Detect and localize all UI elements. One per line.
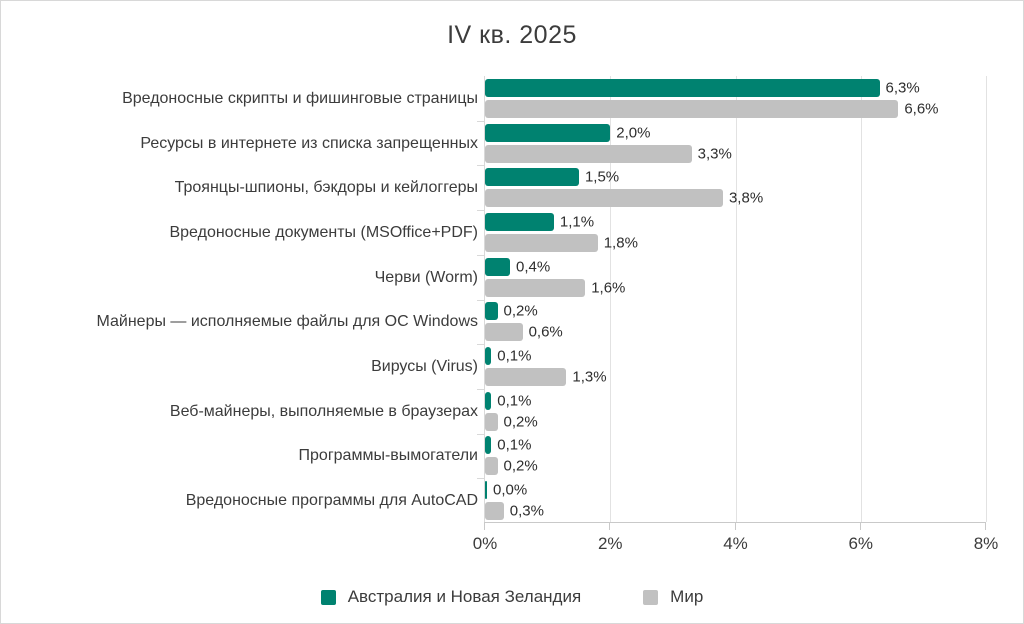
bar-australia-nz: 2,0%: [485, 123, 650, 142]
y-axis-tick: [477, 165, 485, 167]
bar-value-label: 6,6%: [904, 100, 939, 118]
bar-value-label: 2,0%: [616, 124, 651, 142]
bar-value-label: 0,3%: [509, 502, 544, 520]
category-label: Черви (Worm): [374, 268, 478, 286]
bar-row: 0,2% 0,6%: [485, 299, 986, 344]
x-axis-tick: [609, 522, 611, 530]
category-label: Ресурсы в интернете из списка запрещенны…: [140, 134, 478, 152]
bar-australia-nz: 6,3%: [485, 78, 920, 97]
x-axis-tick: [985, 522, 986, 530]
x-axis-tick-label: 4%: [723, 534, 748, 553]
bar-world: 0,3%: [485, 502, 544, 521]
legend-label-world: Мир: [670, 587, 704, 606]
bar-world: 3,8%: [485, 189, 763, 208]
bar-row: 6,3% 6,6%: [485, 76, 986, 121]
gridline: [986, 76, 987, 522]
bar-world: 1,6%: [485, 278, 625, 297]
legend-item-world: Мир: [643, 587, 703, 607]
y-axis-tick: [477, 254, 485, 256]
bar-world: 1,8%: [485, 233, 638, 252]
legend-item-australia-nz: Австралия и Новая Зеландия: [320, 587, 582, 607]
bar-value-label: 0,1%: [497, 392, 532, 410]
legend-label-australia-nz: Австралия и Новая Зеландия: [347, 587, 582, 606]
bar-value-label: 3,8%: [728, 189, 764, 207]
x-axis-tick-label: 0%: [472, 534, 498, 553]
gridline: [610, 76, 612, 522]
y-axis-tick: [477, 210, 485, 212]
y-axis-tick: [477, 388, 485, 390]
legend-swatch-world: [643, 589, 659, 605]
bar-row: 2,0% 3,3%: [485, 121, 986, 166]
bar-row: 0,1% 0,2%: [485, 389, 986, 434]
bar-row: 1,1% 1,8%: [485, 210, 986, 255]
bar-value-label: 0,0%: [493, 481, 528, 499]
bar-row: 1,5% 3,8%: [485, 165, 986, 210]
category-label: Троянцы-шпионы, бэкдоры и кейлоггеры: [174, 179, 478, 197]
gridline: [860, 76, 862, 522]
bar-value-label: 3,3%: [697, 145, 732, 163]
plot-area: 0% 2% 4% 6% 8% 6,3% 6,6% 2,0% 3,3% 1,5% 3,8% 1,1% 1,…: [473, 76, 998, 553]
x-axis-tick-label: 2%: [597, 534, 623, 553]
y-axis-tick: [477, 120, 485, 122]
y-axis-tick: [477, 478, 485, 480]
x-axis-tick-label: 6%: [848, 534, 874, 553]
bar-world: 0,2%: [485, 412, 538, 431]
bar-world: 0,2%: [485, 457, 538, 476]
y-axis-tick: [477, 299, 485, 301]
category-label: Вредоносные скрипты и фишинговые страниц…: [122, 89, 478, 107]
legend: Австралия и Новая Зеландия Мир: [1, 587, 1023, 607]
category-label: Веб-майнеры, выполняемые в браузерах: [169, 402, 478, 420]
bar-australia-nz: 0,4%: [485, 257, 550, 276]
category-label: Майнеры — исполняемые файлы для ОС Windo…: [96, 313, 478, 331]
gridline: [735, 76, 737, 522]
bar-world: 6,6%: [485, 99, 939, 118]
bar-australia-nz: 0,1%: [485, 436, 531, 455]
bar-value-label: 1,6%: [591, 279, 626, 297]
bar-value-label: 1,5%: [584, 168, 620, 186]
bar-world: 0,6%: [485, 323, 563, 342]
x-axis-tick: [859, 522, 861, 530]
bar-value-label: 0,6%: [528, 323, 563, 341]
chart-title: IV кв. 2025: [447, 21, 577, 49]
y-axis-tick: [477, 344, 485, 346]
bar-row: 0,1% 0,2%: [485, 434, 986, 479]
bar-value-label: 0,4%: [516, 258, 551, 276]
bar-world: 1,3%: [485, 367, 607, 386]
bar-value-label: 1,8%: [603, 234, 638, 252]
x-axis-tick: [734, 522, 736, 530]
bar-row: 0,0% 0,3%: [485, 478, 986, 523]
bar-australia-nz: 1,5%: [485, 168, 619, 187]
bar-row: 0,1% 1,3%: [485, 344, 986, 389]
category-labels: Вредоносные скрипты и фишинговые страниц…: [17, 76, 478, 523]
bar-value-label: 1,3%: [572, 368, 607, 386]
bar-australia-nz: 0,2%: [485, 302, 538, 321]
bar-australia-nz: 0,0%: [485, 481, 527, 500]
bar-value-label: 0,1%: [497, 347, 532, 365]
x-axis-tick: [484, 522, 485, 530]
bar-australia-nz: 1,1%: [485, 212, 594, 231]
bar-row: 0,4% 1,6%: [485, 255, 986, 300]
category-label: Вирусы (Virus): [371, 357, 478, 375]
bar-australia-nz: 0,1%: [485, 346, 531, 365]
bar-value-label: 0,2%: [503, 413, 538, 431]
x-axis-tick-label: 8%: [973, 534, 999, 553]
bar-world: 3,3%: [485, 144, 732, 163]
legend-swatch-australia-nz: [320, 589, 336, 605]
bar-value-label: 0,1%: [497, 436, 532, 454]
y-axis-tick: [477, 433, 485, 435]
bar-value-label: 0,2%: [503, 302, 538, 320]
category-label: Программы-вымогатели: [298, 447, 478, 465]
category-label: Вредоносные документы (MSOffice+PDF): [169, 223, 478, 241]
bar-value-label: 1,1%: [559, 213, 595, 231]
bar-value-label: 6,3%: [885, 79, 920, 97]
category-label: Вредоносные программы для AutoCAD: [185, 492, 478, 510]
bar-value-label: 0,2%: [503, 457, 538, 475]
bar-australia-nz: 0,1%: [485, 391, 531, 410]
